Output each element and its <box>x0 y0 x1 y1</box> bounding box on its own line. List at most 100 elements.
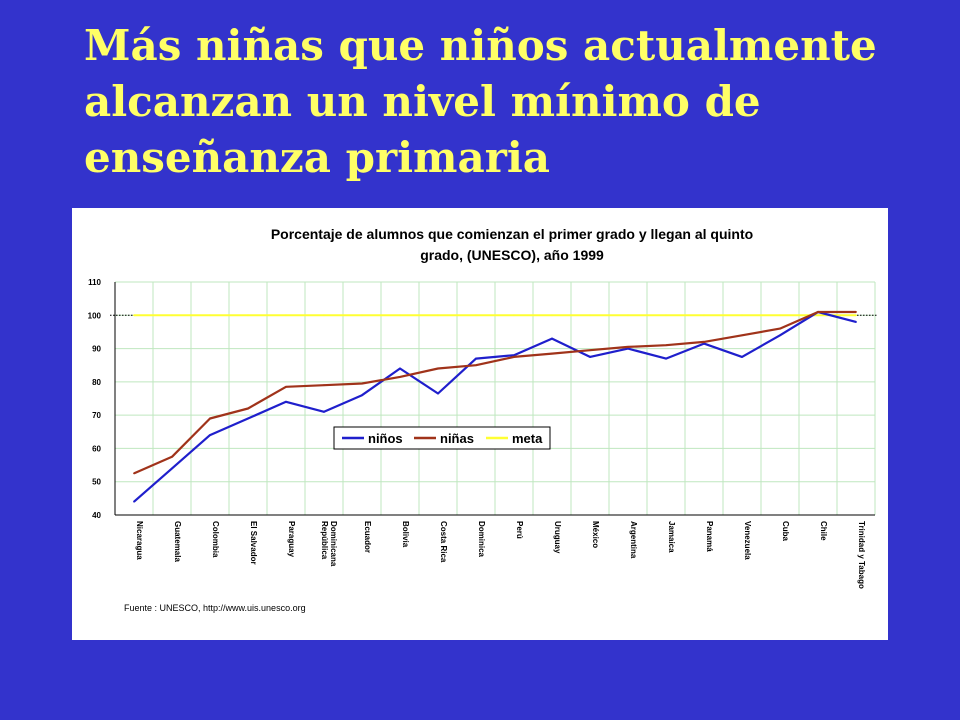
point-ninas-dominica <box>475 364 477 367</box>
x-tick-label-ecuador: Ecuador <box>363 521 372 553</box>
point-ninas-republica-dominicana <box>323 384 325 387</box>
legend-label-ninos: niños <box>368 431 403 446</box>
x-tick-label-argentina: Argentina <box>629 521 638 559</box>
legend-box <box>333 426 551 450</box>
slide-title-line-1: Más niñas que niños actualmente <box>84 21 877 70</box>
series-line-ninos <box>133 310 857 503</box>
y-tick-label-40: 40 <box>92 511 101 520</box>
point-ninas-cuba <box>779 327 781 330</box>
point-ninos-dominica <box>475 357 477 360</box>
point-ninos-el-salvador <box>247 417 249 420</box>
svg-text:Argentina: Argentina <box>629 521 638 559</box>
svg-text:Guatemala: Guatemala <box>173 521 182 562</box>
x-tick-label-guatemala: Guatemala <box>173 521 182 562</box>
svg-text:República: República <box>320 521 329 560</box>
svg-text:Trinidad y Tabago: Trinidad y Tabago <box>857 521 866 589</box>
y-tick-label-80: 80 <box>92 378 101 387</box>
svg-text:Panamá: Panamá <box>705 521 714 552</box>
svg-text:Venezuela: Venezuela <box>743 521 752 560</box>
point-ninos-guatemala <box>171 467 173 470</box>
point-meta-chile <box>817 314 819 317</box>
legend-label-ninas: niñas <box>440 431 474 446</box>
svg-text:Chile: Chile <box>819 521 828 541</box>
point-meta-dominica <box>475 314 477 317</box>
point-ninos-colombia <box>209 434 211 437</box>
chart-legend: niños niñas meta <box>333 426 551 450</box>
point-meta-mexico <box>589 314 591 317</box>
point-ninos-costa-rica <box>437 392 439 395</box>
slide-title-line-3: enseñanza primaria <box>84 133 550 182</box>
svg-text:Uruguay: Uruguay <box>553 521 562 554</box>
point-ninos-trinidad-y-tabago <box>855 321 857 323</box>
svg-text:Dominica: Dominica <box>477 521 486 558</box>
point-ninas-paraguay <box>285 385 287 388</box>
point-meta-bolivia <box>399 314 401 317</box>
x-tick-label-venezuela: Venezuela <box>743 521 752 560</box>
point-ninas-uruguay <box>551 352 553 355</box>
point-meta-jamaica <box>665 314 667 317</box>
legend-label-meta: meta <box>512 431 543 446</box>
y-tick-label-90: 90 <box>92 345 101 354</box>
point-meta-ecuador <box>361 314 363 317</box>
x-tick-label-republica-dominicana: República Dominicana <box>320 521 338 567</box>
point-ninos-nicaragua <box>133 500 135 503</box>
y-tick-label-70: 70 <box>92 411 101 420</box>
point-ninos-bolivia <box>399 367 401 370</box>
svg-text:Colombia: Colombia <box>211 521 220 558</box>
point-ninas-chile <box>817 311 819 313</box>
y-tick-label-100: 100 <box>88 311 102 320</box>
x-tick-label-panama: Panamá <box>705 521 714 552</box>
point-ninos-ecuador <box>361 394 363 397</box>
series-line-ninas <box>133 310 856 475</box>
point-ninos-paraguay <box>285 400 287 403</box>
svg-text:Jamaica: Jamaica <box>667 521 676 553</box>
point-meta-nicaragua <box>133 314 135 317</box>
point-meta-el-salvador <box>247 314 249 317</box>
x-tick-label-costa-rica: Costa Rica <box>439 521 448 563</box>
point-ninas-peru <box>513 355 515 358</box>
point-meta-colombia <box>209 314 211 317</box>
point-meta-republica-dominicana <box>323 314 325 317</box>
point-ninas-costa-rica <box>437 367 439 370</box>
point-ninos-cuba <box>779 334 781 337</box>
svg-text:Ecuador: Ecuador <box>363 521 372 553</box>
chart-source: Fuente : UNESCO, http://www.uis.unesco.o… <box>124 603 306 613</box>
chart-title-line-1: Porcentaje de alumnos que comienzan el p… <box>271 226 753 242</box>
point-ninos-peru <box>513 354 515 357</box>
x-tick-label-chile: Chile <box>819 521 828 541</box>
chart-panel: Porcentaje de alumnos que comienzan el p… <box>72 208 888 640</box>
point-ninas-venezuela <box>741 334 743 337</box>
svg-text:Paraguay: Paraguay <box>287 521 296 558</box>
point-ninas-guatemala <box>171 455 173 458</box>
slide-title-line-2: alcanzan un nivel mínimo de <box>84 77 761 126</box>
point-meta-uruguay <box>551 314 553 317</box>
point-ninos-jamaica <box>665 357 667 360</box>
point-ninas-mexico <box>589 349 591 352</box>
slide-title: Más niñas que niños actualmente alcanzan… <box>84 18 924 186</box>
point-meta-costa-rica <box>437 314 439 317</box>
point-ninas-bolivia <box>399 375 401 378</box>
point-ninos-uruguay <box>551 337 553 340</box>
point-ninas-el-salvador <box>247 407 249 410</box>
x-tick-label-trinidad-y-tabago: Trinidad y Tabago <box>857 521 866 589</box>
y-tick-label-110: 110 <box>88 278 101 287</box>
point-ninos-panama <box>703 342 705 345</box>
point-meta-panama <box>703 314 705 317</box>
chart-title-line-2: grado, (UNESCO), año 1999 <box>420 247 604 263</box>
point-meta-venezuela <box>741 314 743 317</box>
svg-text:Dominicana: Dominicana <box>329 521 338 567</box>
y-tick-label-60: 60 <box>92 444 101 453</box>
point-meta-cuba <box>779 314 781 317</box>
x-tick-label-bolivia: Bolivia <box>401 521 410 548</box>
x-tick-label-paraguay: Paraguay <box>287 521 296 558</box>
svg-text:Nicaragua: Nicaragua <box>135 521 144 560</box>
x-tick-label-dominica: Dominica <box>477 521 486 558</box>
x-tick-label-uruguay: Uruguay <box>553 521 562 554</box>
y-tick-label-50: 50 <box>92 478 101 487</box>
point-meta-guatemala <box>171 314 173 317</box>
point-ninos-argentina <box>627 347 629 350</box>
svg-text:El Salvador: El Salvador <box>249 521 258 565</box>
svg-text:Cuba: Cuba <box>781 521 790 542</box>
point-ninos-venezuela <box>741 355 743 358</box>
point-meta-trinidad-y-tabago <box>855 314 857 317</box>
